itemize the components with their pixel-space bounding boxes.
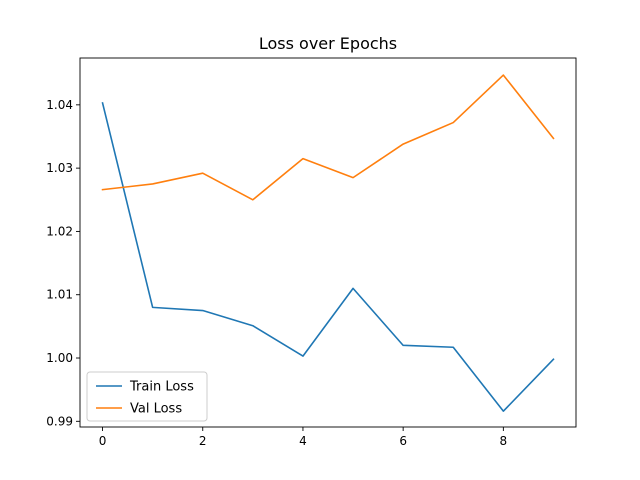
y-tick-label: 0.99: [46, 414, 73, 428]
y-tick-label: 1.04: [46, 98, 73, 112]
y-tick-label: 1.02: [46, 224, 73, 238]
axes-frame: [79, 57, 577, 428]
series-line-val-loss: [101, 74, 555, 201]
legend-label-val-loss: Val Loss: [130, 402, 182, 417]
legend-label-train-loss: Train Loss: [129, 380, 194, 395]
x-tick-label: 0: [99, 434, 107, 448]
x-tick-label: 2: [199, 434, 207, 448]
axes: 0 2 4 6 8 0.99 1.00 1.01 1.02 1.03 1.04: [46, 57, 577, 448]
x-tick-label: 6: [399, 434, 407, 448]
y-tick-label: 1.01: [46, 288, 73, 302]
y-tick-label: 1.00: [46, 351, 73, 365]
y-tick-label: 1.03: [46, 161, 73, 175]
chart-title: Loss over Epochs: [259, 34, 397, 53]
x-tick-label: 4: [299, 434, 307, 448]
series-line-train-loss: [101, 101, 555, 412]
legend: Train Loss Val Loss: [86, 371, 208, 422]
x-tick-label: 8: [500, 434, 508, 448]
plot-area: [101, 74, 555, 412]
